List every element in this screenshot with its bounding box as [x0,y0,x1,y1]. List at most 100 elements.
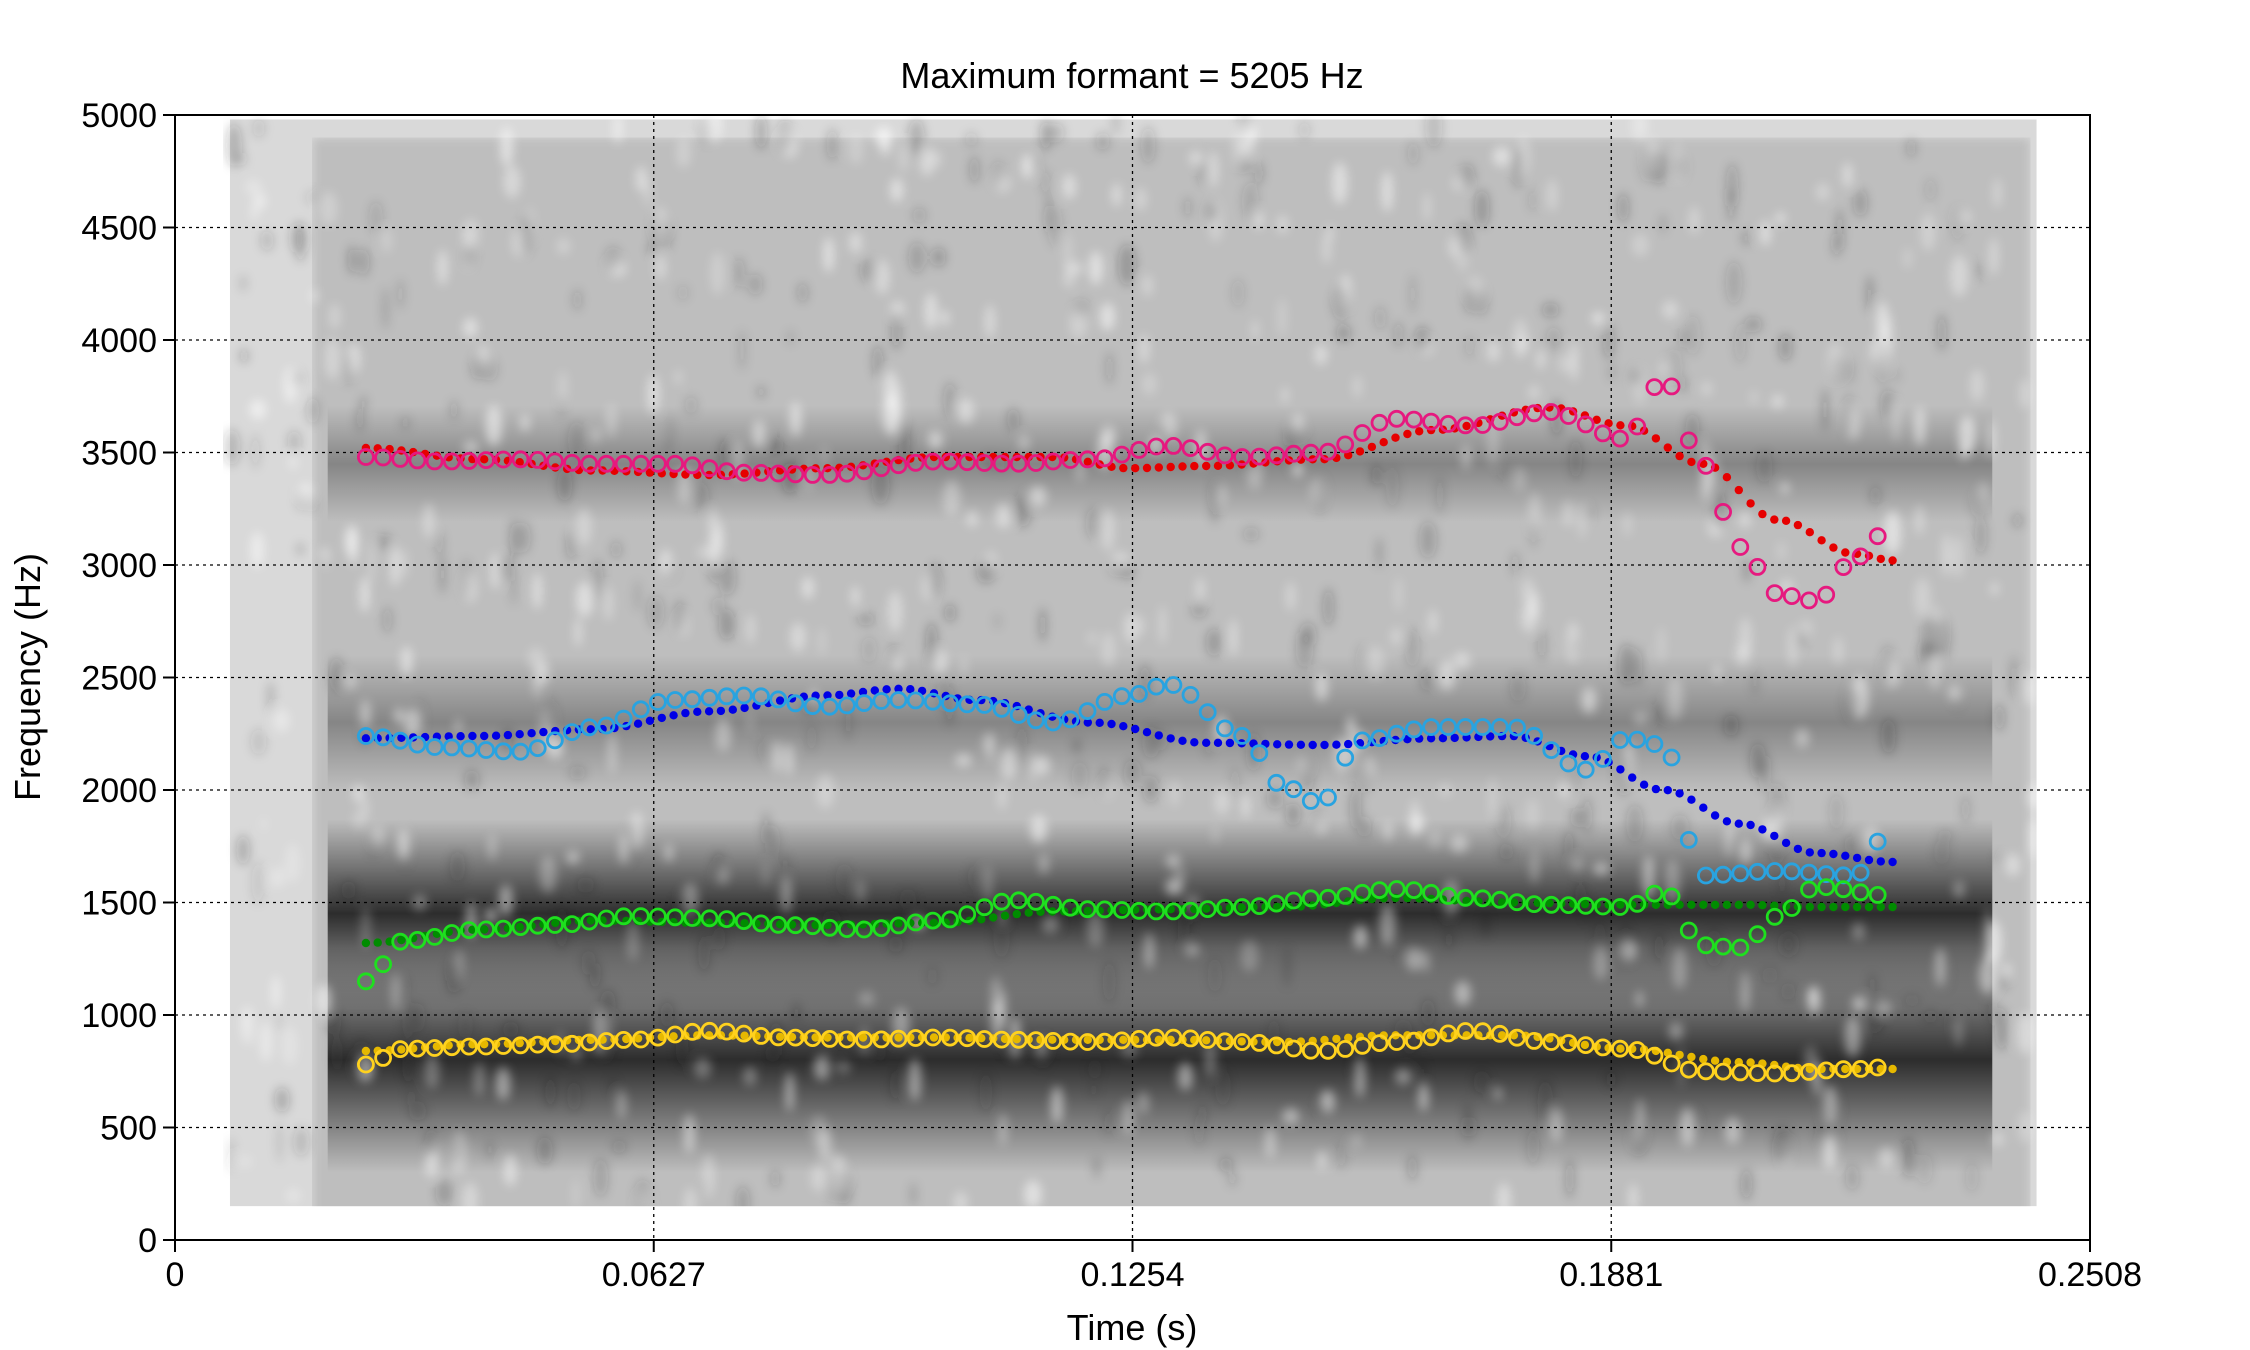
series-point [1319,788,1337,807]
series-point [597,454,616,473]
series-point [666,1025,684,1044]
y-tick-label: 1000 [81,997,157,1035]
series-point [1675,789,1684,798]
series-point [775,920,785,929]
series-point [894,1033,903,1042]
series-point [1509,898,1519,907]
series-point [1130,901,1148,920]
series-point [992,454,1011,473]
series-point [1370,881,1389,899]
series-point [1829,849,1838,859]
series-point [1422,718,1440,736]
series-point [923,692,942,711]
series-point [855,462,873,481]
series-point [820,918,839,937]
series-point [1422,1028,1440,1047]
series-point [1864,902,1874,912]
series-point [1267,1036,1286,1055]
series-point [614,709,633,728]
series-point [361,938,371,948]
series-point [838,464,856,483]
series-point [1576,760,1595,779]
series-point [1639,780,1649,789]
series-point [752,1027,770,1045]
series-point [1181,1029,1200,1048]
series-point [1473,1022,1492,1041]
series-point [1237,1037,1246,1046]
series-point [563,723,581,741]
series-point [1198,442,1217,461]
series-point [425,928,444,946]
series-point [1131,464,1140,473]
series-point [1508,1028,1526,1047]
series-point [1439,887,1458,905]
series-point [1490,718,1509,736]
series-point [1758,509,1767,519]
spectrogram-background [223,115,2045,1240]
series-point [1782,1064,1801,1083]
series-point [1746,900,1755,909]
series-point [456,732,465,741]
series-point [645,468,655,477]
series-point [1611,1039,1629,1058]
series-point [1542,1033,1561,1051]
series-point [1426,734,1436,743]
series-point [1817,1061,1836,1080]
series-point [1722,817,1732,826]
series-point [373,938,382,947]
series-point [1793,520,1803,530]
series-point [1284,891,1303,910]
series-point [1012,1035,1021,1044]
series-point [1697,866,1715,885]
series-point [786,916,805,935]
series-point [1800,1063,1818,1081]
series-point [1202,738,1211,747]
series-point [1710,1056,1720,1065]
series-point [786,694,805,713]
spectrogram-energy-band [327,819,1993,1009]
series-point [631,700,650,719]
series-point [1508,893,1526,912]
series-point [1027,454,1045,472]
series-point [1829,543,1838,552]
series-point [1336,748,1355,767]
series-point [491,731,501,740]
series-point [1405,720,1423,739]
series-point [1576,415,1595,434]
series-point [752,687,770,706]
series-point [1710,811,1720,820]
series-point [1387,724,1406,743]
series-point [1403,429,1412,439]
series-point [894,919,903,928]
series-point [515,1038,524,1048]
series-point [958,1029,977,1048]
series-point [1525,1032,1543,1050]
series-point [906,453,925,472]
series-point [1296,740,1306,749]
series-point [811,920,820,930]
series-point [1198,703,1217,722]
series-point [820,697,839,716]
series-point [1332,740,1341,749]
series-point [1699,803,1708,812]
series-point [1154,463,1164,472]
series-point [1202,1036,1211,1045]
series-point [1439,718,1458,736]
series-point [1250,447,1269,466]
series-point [1273,740,1282,749]
series-point [923,1028,942,1047]
series-point [1525,726,1543,745]
x-tick-label: 0.2508 [2038,1256,2142,1294]
series-point [1426,1031,1436,1040]
series-point [468,731,477,741]
series-point [361,734,371,743]
x-axis-title: Time (s) [1067,1307,1198,1348]
series-point [1817,536,1826,545]
series-point [992,892,1011,911]
series-point [1320,740,1329,750]
series-point [1415,427,1424,436]
series-point [965,1033,974,1043]
series-point [649,907,667,926]
series-point [1131,724,1140,734]
series-point [480,925,489,934]
